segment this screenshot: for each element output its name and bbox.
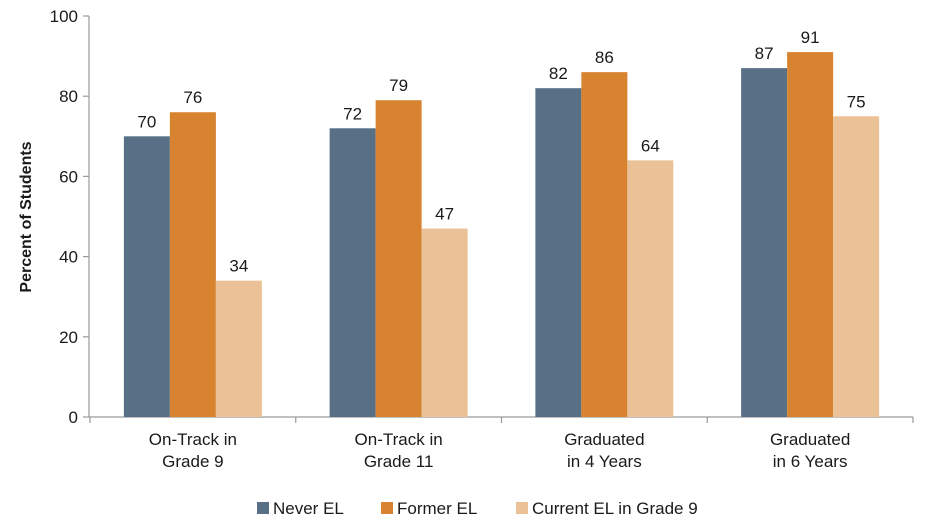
- y-tick-label: 80: [59, 87, 78, 106]
- x-category-label: Graduated in 4 Years: [564, 430, 644, 471]
- y-tick-label: 0: [69, 408, 78, 427]
- y-tick-label: 40: [59, 248, 78, 267]
- bar: [421, 228, 468, 417]
- bar: [787, 52, 834, 418]
- bar: [169, 112, 216, 418]
- bar: [215, 280, 262, 417]
- y-tick-label: 20: [59, 328, 78, 347]
- bar: [627, 160, 674, 418]
- data-label: 34: [229, 257, 248, 276]
- data-label: 87: [755, 44, 774, 63]
- legend: Never EL Former EL Current EL in Grade 9: [257, 499, 698, 518]
- data-label: 76: [183, 88, 202, 107]
- x-category-label: On-Track in Grade 11: [355, 430, 443, 471]
- data-label: 72: [343, 104, 362, 123]
- data-label: 82: [549, 64, 568, 83]
- bar: [123, 136, 170, 418]
- legend-swatch: [381, 502, 393, 514]
- x-category-label: Graduated in 6 Years: [770, 430, 850, 471]
- data-label: 75: [847, 92, 866, 111]
- legend-label: Current EL in Grade 9: [532, 499, 698, 518]
- data-label: 91: [801, 28, 820, 47]
- y-tick-label: 100: [50, 7, 78, 26]
- bar: [535, 88, 582, 418]
- data-label: 64: [641, 136, 660, 155]
- x-category-label: On-Track in Grade 9: [149, 430, 237, 471]
- bar: [581, 72, 628, 417]
- data-label: 70: [137, 112, 156, 131]
- y-tick-label: 60: [59, 167, 78, 186]
- data-label: 79: [389, 76, 408, 95]
- y-axis-label: Percent of Students: [18, 141, 35, 292]
- bar: [375, 100, 422, 418]
- legend-label: Former EL: [397, 499, 477, 518]
- legend-swatch: [516, 502, 528, 514]
- legend-swatch: [257, 502, 269, 514]
- data-label: 86: [595, 48, 614, 67]
- bar: [329, 128, 376, 417]
- bar: [741, 68, 788, 417]
- plot-area: 0 20 40 60 80 100 70 76 34 On-Track in Grade 9 72 79…: [50, 7, 914, 471]
- data-label: 47: [435, 205, 454, 224]
- bar: [833, 116, 880, 417]
- legend-label: Never EL: [273, 499, 344, 518]
